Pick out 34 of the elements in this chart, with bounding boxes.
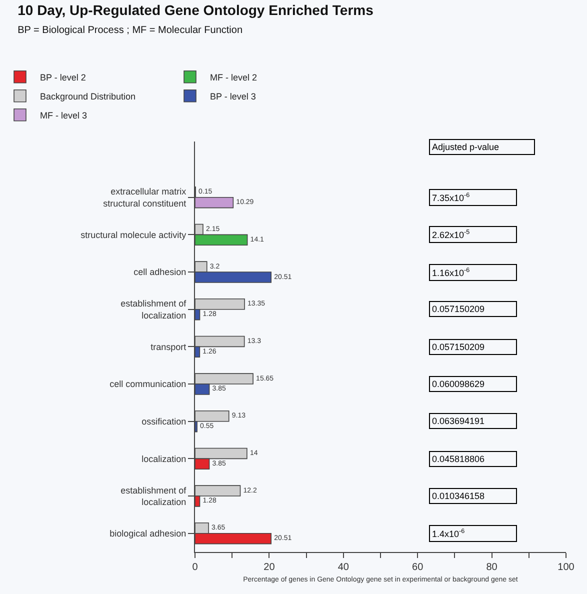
annotation: 2.62x10$^{-5}$ <box>432 229 470 240</box>
y-tick-label: localization <box>142 454 186 464</box>
y-tick-label: establishment of localization <box>120 298 187 320</box>
annotation: 0.045818806 <box>432 454 485 464</box>
annotation: 0.057150209 <box>432 342 485 352</box>
annotation: 7.35x10$^{-6}$ <box>432 192 470 203</box>
legend-label: BP - level 3 <box>210 91 256 102</box>
legend-label: BP - level 2 <box>40 72 86 82</box>
annotation: 0.057150209 <box>432 304 485 314</box>
x-tick-label: 40 <box>338 562 350 573</box>
annotation: 0.010346158 <box>432 491 485 501</box>
x-tick-label: 60 <box>412 562 424 573</box>
y-tick-label: cell communication <box>110 379 186 390</box>
x-tick-label: 0 <box>192 562 198 573</box>
legend-label: Background Distribution <box>40 91 136 102</box>
annotation: 0.060098629 <box>432 379 485 389</box>
x-tick-label: 100 <box>558 562 575 573</box>
chart-title: 10 Day, Up-Regulated Gene Ontology Enriched Terms <box>18 2 374 18</box>
annotation: 1.4x10$^{-6}$ <box>432 528 466 539</box>
y-tick-label: ossification <box>142 416 186 426</box>
annotation: 0.063694191 <box>432 416 485 426</box>
chart-subtitle: BP = Biological Process ; MF = Molecular Function <box>18 25 243 36</box>
x-tick-label: 80 <box>486 562 498 573</box>
y-tick-label: extracellular matrix structural constituent <box>103 186 187 208</box>
legend-label: MF - level 2 <box>210 72 258 82</box>
annotation: 1.16x10$^{-6}$ <box>432 267 470 278</box>
y-tick-label: biological adhesion <box>110 528 186 538</box>
y-tick-label: cell adhesion <box>134 267 186 278</box>
x-tick-label: 20 <box>264 562 276 573</box>
y-tick-label: establishment of localization <box>120 485 187 508</box>
y-tick-label: structural molecule activity <box>80 230 187 240</box>
y-tick-label: transport <box>150 342 187 352</box>
annotation: Adjusted p-value <box>432 142 500 152</box>
legend-label: MF - level 3 <box>40 110 88 120</box>
